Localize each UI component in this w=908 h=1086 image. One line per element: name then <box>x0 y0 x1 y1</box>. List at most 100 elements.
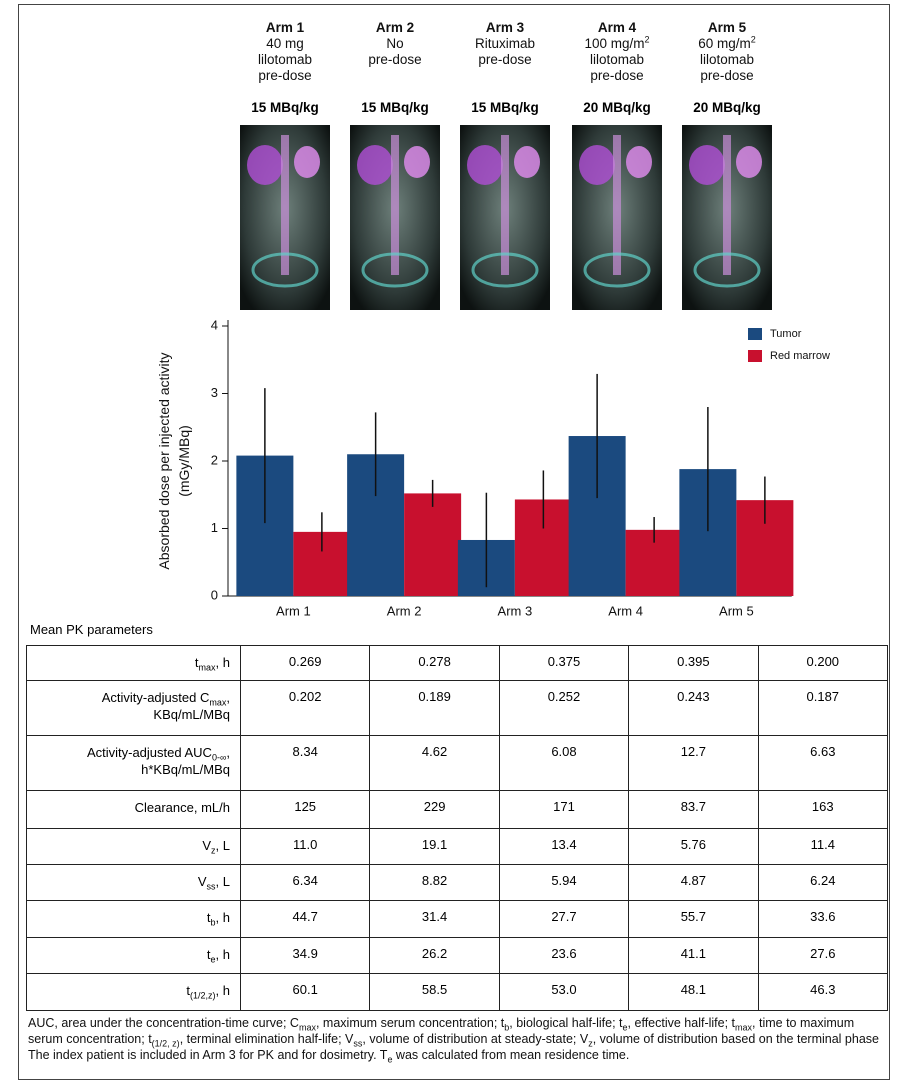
text: , L <box>216 838 230 853</box>
row-label: Clearance, mL/h <box>27 791 241 829</box>
footnote: The index patient is included in Arm 3 f… <box>28 1047 883 1063</box>
text: Clearance, mL/h <box>135 800 230 815</box>
y-tick-label: 2 <box>211 452 218 467</box>
arm-dose: 15 MBq/kg <box>229 100 341 115</box>
arm-title: Arm 3 <box>449 20 561 36</box>
scan-organ <box>626 146 652 178</box>
text: , <box>226 690 230 705</box>
table-cell: 11.0 <box>241 829 370 865</box>
arm-title: Arm 5 <box>671 20 783 36</box>
table-cell: 23.6 <box>499 938 628 974</box>
row-label: Activity-adjusted Cmax,KBq/mL/MBq <box>27 681 241 736</box>
scan-organ <box>294 146 320 178</box>
table-cell: 53.0 <box>499 974 628 1011</box>
table-cell: 6.34 <box>241 865 370 901</box>
text: lilotomab <box>700 52 754 67</box>
text: AUC, area under the concentration-time c… <box>28 1016 299 1030</box>
y-tick-label: 4 <box>211 317 218 332</box>
table-cell: 0.252 <box>499 681 628 736</box>
table-cell: 48.1 <box>629 974 758 1011</box>
y-label-line: Absorbed dose per injected activity <box>156 352 172 569</box>
subscript: max <box>299 1023 316 1033</box>
text: lilotomab <box>590 52 644 67</box>
arm-dose: 15 MBq/kg <box>449 100 561 115</box>
text: , volume of distribution based on the te… <box>593 1032 879 1046</box>
text: , <box>226 745 230 760</box>
table-cell: 4.62 <box>370 736 499 791</box>
scan-image <box>460 125 550 310</box>
text: pre-dose <box>590 68 643 83</box>
row-label: Vz, L <box>27 829 241 865</box>
table-caption: Mean PK parameters <box>30 622 153 637</box>
table-cell: 83.7 <box>629 791 758 829</box>
footnotes: AUC, area under the concentration-time c… <box>28 1015 883 1063</box>
text: 100 mg/m <box>584 36 644 51</box>
scan-image <box>350 125 440 310</box>
text: lilotomab <box>258 52 312 67</box>
arm-title: Arm 2 <box>339 20 451 36</box>
scan-organ <box>404 146 430 178</box>
table-row: Vz, L11.019.113.45.7611.4 <box>27 829 888 865</box>
subscript: ss <box>207 882 216 892</box>
table-cell: 58.5 <box>370 974 499 1011</box>
text: was calculated from mean residence time. <box>392 1048 629 1062</box>
table-cell: 125 <box>241 791 370 829</box>
legend-swatch <box>748 350 762 362</box>
row-label: tmax, h <box>27 646 241 681</box>
text: , terminal elimination half-life; V <box>180 1032 354 1046</box>
table-cell: 0.395 <box>629 646 758 681</box>
y-tick-label: 3 <box>211 385 218 400</box>
table-cell: 8.34 <box>241 736 370 791</box>
text: pre-dose <box>258 68 311 83</box>
table-cell: 0.189 <box>370 681 499 736</box>
text: pre-dose <box>368 52 421 67</box>
bar <box>404 493 461 596</box>
text: , L <box>216 874 230 889</box>
arm-title: Arm 1 <box>229 20 341 36</box>
x-tick-label: Arm 3 <box>498 603 533 618</box>
table-cell: 34.9 <box>241 938 370 974</box>
figure: 01234Absorbed dose per injected activity… <box>0 0 908 1086</box>
table-cell: 0.269 <box>241 646 370 681</box>
table-cell: 229 <box>370 791 499 829</box>
table-cell: 27.7 <box>499 901 628 938</box>
y-tick-label: 1 <box>211 520 218 535</box>
table-cell: 0.187 <box>758 681 887 736</box>
arm-dose: 20 MBq/kg <box>561 100 673 115</box>
text: 60 mg/m <box>698 36 751 51</box>
arm-title: Arm 4 <box>561 20 673 36</box>
text: pre-dose <box>700 68 753 83</box>
text: No <box>386 36 403 51</box>
table-cell: 19.1 <box>370 829 499 865</box>
text: The index patient is included in Arm 3 f… <box>28 1048 387 1062</box>
y-axis-label: Absorbed dose per injected activity(mGy/… <box>156 352 192 569</box>
table-cell: 33.6 <box>758 901 887 938</box>
text: KBq/mL/MBq <box>153 707 230 722</box>
legend-swatch <box>748 328 762 340</box>
row-label: tb, h <box>27 901 241 938</box>
text: , effective half-life; t <box>628 1016 735 1030</box>
table-cell: 5.76 <box>629 829 758 865</box>
table-cell: 26.2 <box>370 938 499 974</box>
arm-header: Arm 3Rituximabpre-dose <box>449 20 561 68</box>
table-cell: 60.1 <box>241 974 370 1011</box>
superscript: 2 <box>751 35 756 45</box>
scan-organ <box>514 146 540 178</box>
text: V <box>202 838 211 853</box>
text: , biological half-life; t <box>509 1016 622 1030</box>
table-cell: 27.6 <box>758 938 887 974</box>
row-label: te, h <box>27 938 241 974</box>
x-tick-label: Arm 1 <box>276 603 311 618</box>
subscript: max <box>735 1023 752 1033</box>
row-label: t(1/2,z), h <box>27 974 241 1011</box>
table-cell: 8.82 <box>370 865 499 901</box>
text: , volume of distribution at steady-state… <box>362 1032 588 1046</box>
